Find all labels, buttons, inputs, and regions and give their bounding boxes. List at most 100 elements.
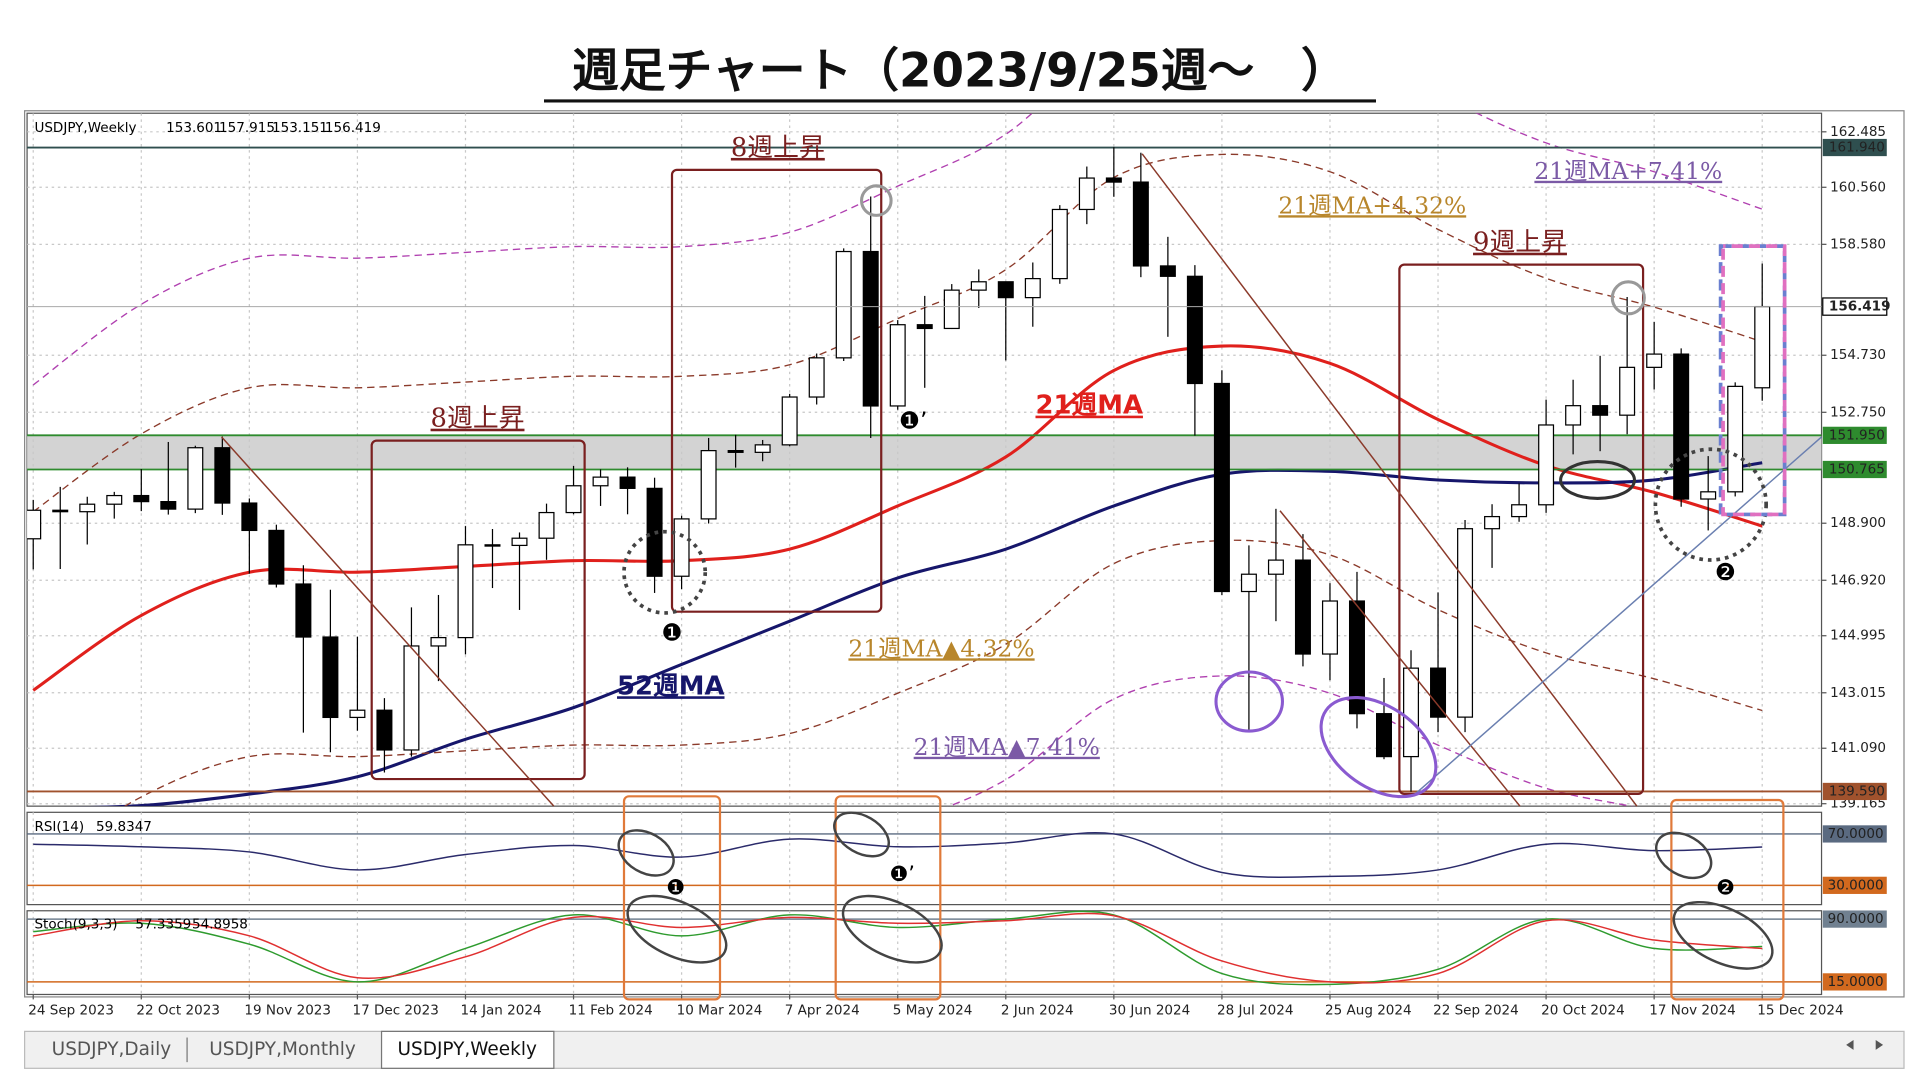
line-label: 21週MA	[1035, 391, 1142, 421]
tab[interactable]: USDJPY,Daily	[52, 1039, 172, 1060]
ellipse	[833, 811, 890, 858]
y-tick-label: 154.730	[1830, 347, 1886, 363]
candle-body	[187, 447, 204, 510]
candle-body	[781, 396, 798, 446]
x-tick-label: 25 Aug 2024	[1325, 1002, 1412, 1018]
candle-body	[52, 509, 69, 513]
candle-body	[1051, 208, 1068, 280]
candle-body	[835, 250, 852, 359]
candle-body	[1240, 573, 1257, 593]
rsi-label: RSI(14)	[34, 819, 84, 835]
tab[interactable]: USDJPY,Monthly	[209, 1039, 356, 1060]
candle-body	[1132, 181, 1149, 267]
ellipse	[1672, 900, 1774, 970]
line-label: 21週MA▲7.41%	[914, 733, 1100, 761]
line-label: 52週MA	[617, 671, 724, 701]
candle-body	[214, 447, 231, 504]
rsi-line	[33, 832, 1763, 878]
marker: ❶’	[889, 862, 914, 886]
level-zone	[27, 435, 1822, 470]
annotations: USDJPY,Weekly 153.601 157.915 153.151 15…	[34, 120, 1823, 1001]
price-tag	[1822, 297, 1888, 316]
ellipse	[626, 894, 728, 964]
candle-body	[1484, 515, 1501, 530]
tabs: USDJPY,Daily USDJPY,Monthly USDJPY,Weekl…	[24, 1030, 1905, 1069]
candle-body	[970, 281, 987, 291]
header-low: 153.151	[272, 120, 328, 136]
candle-body	[133, 494, 150, 503]
rsi-tick-label: 30.0000	[1828, 877, 1884, 893]
circle	[860, 184, 893, 217]
level-tag	[1822, 138, 1887, 157]
candle-body	[673, 518, 690, 577]
line-label: 21週MA+7.41%	[1534, 157, 1722, 185]
stoch-value: 54.8958	[192, 916, 248, 932]
y-tick-label: 162.485	[1830, 124, 1886, 140]
candle-body	[27, 509, 42, 540]
y-tick-label: 143.015	[1830, 685, 1886, 701]
candle-body	[1213, 382, 1230, 593]
stoch-tag	[1822, 973, 1887, 991]
candle-body	[538, 511, 555, 539]
candle-body	[862, 250, 879, 407]
candle-body	[1403, 667, 1420, 758]
candle-body	[322, 636, 339, 719]
marker: ❶	[666, 876, 685, 900]
candle-body	[457, 544, 474, 639]
candle-body	[430, 636, 447, 647]
candle-body	[1078, 177, 1095, 211]
stoch-line	[33, 912, 1763, 984]
ma-line	[947, 675, 1635, 807]
annotation: 8週上昇	[431, 404, 525, 434]
x-tick-label: 7 Apr 2024	[785, 1002, 860, 1018]
candle-body	[1024, 277, 1041, 299]
y-tick-label: 144.995	[1830, 628, 1886, 644]
candle-body	[403, 645, 420, 751]
candle-body	[376, 709, 393, 751]
box-indicator	[834, 795, 942, 1001]
annotation: 9週上昇	[1473, 228, 1567, 258]
y-tick-label: 152.750	[1830, 404, 1886, 420]
candle-body	[1267, 559, 1284, 575]
candle-body	[349, 709, 366, 719]
rsi-panel	[26, 811, 1823, 906]
ellipse	[1655, 831, 1713, 880]
candle-body	[268, 529, 285, 585]
header-high: 157.915	[219, 120, 275, 136]
dotted-circle	[622, 529, 708, 615]
marker: ❷	[1715, 558, 1736, 586]
marker: ❷	[1716, 876, 1735, 900]
candle-body	[484, 544, 501, 547]
candle-body	[1430, 667, 1447, 718]
level-label: 161.940	[1829, 140, 1885, 156]
candle-body	[565, 485, 582, 514]
y-tick-label: 158.580	[1830, 236, 1886, 252]
ma-line	[32, 344, 1763, 692]
x-tick-label: 24 Sep 2023	[28, 1002, 114, 1018]
candle-body	[1754, 305, 1771, 389]
level-label: 139.590	[1829, 783, 1885, 799]
tab[interactable]: USDJPY,Weekly	[398, 1039, 537, 1060]
stoch-tick-label: 15.0000	[1828, 974, 1884, 990]
y-tick-label: 160.560	[1830, 179, 1886, 195]
candle-body	[295, 583, 312, 638]
rsi-value: 59.8347	[96, 819, 152, 835]
y-tick-label: 141.090	[1830, 740, 1886, 756]
candle-body	[727, 450, 744, 453]
x-tick-label: 28 Jul 2024	[1217, 1002, 1294, 1018]
candle-body	[1646, 353, 1663, 368]
candle-body	[808, 357, 825, 398]
candle-body	[1376, 713, 1392, 758]
ellipse	[1319, 695, 1438, 799]
ma-line	[32, 113, 1763, 386]
candle-body	[1619, 366, 1636, 416]
scroll-arrows[interactable]	[1846, 1040, 1884, 1050]
x-tick-label: 30 Jun 2024	[1109, 1002, 1190, 1018]
active-tab[interactable]	[380, 1030, 555, 1069]
ma-line	[82, 461, 1763, 807]
ma-line	[32, 153, 1763, 513]
rsi-tag	[1822, 825, 1887, 843]
candle-body	[1592, 405, 1609, 416]
box-8w-2	[670, 168, 883, 613]
box-9w	[1398, 263, 1645, 795]
